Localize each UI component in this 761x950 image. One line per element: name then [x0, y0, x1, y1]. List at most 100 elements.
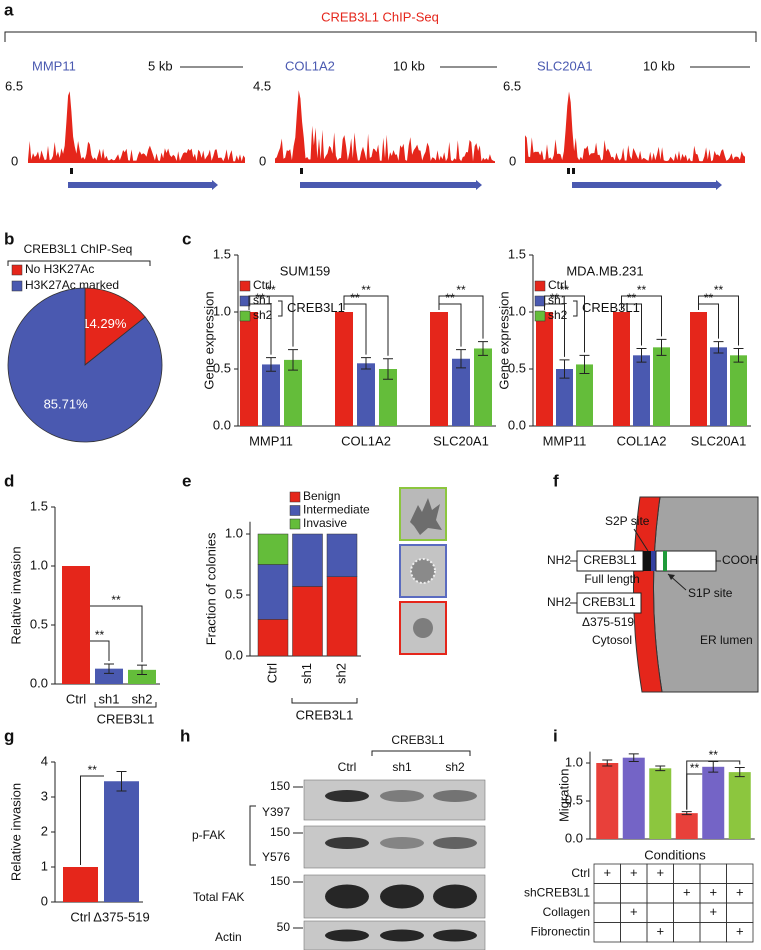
scale-label: 10 kb: [393, 58, 425, 73]
pie-slice: [7, 287, 163, 443]
blot-band: [433, 884, 477, 909]
legend-swatch: [11, 264, 23, 276]
y-tick-label: 1.0: [213, 303, 231, 318]
peak-mark: [572, 168, 575, 174]
peak-mark: [300, 168, 303, 174]
micrographs: [399, 487, 447, 655]
legend-label: Invasive: [303, 516, 347, 530]
bar: [556, 369, 573, 426]
pointer: [633, 528, 649, 552]
legend-swatch: [534, 310, 546, 322]
bar: [653, 347, 670, 426]
panel-label: c: [182, 229, 191, 248]
error-bar: [713, 341, 724, 354]
bar: [452, 358, 470, 426]
bar: [633, 355, 650, 426]
bar-segment: [257, 619, 289, 657]
membrane-diagram: S2P site NH2 CREB3L1 COOH Full length S1…: [547, 496, 759, 693]
bar: [63, 867, 98, 902]
legend-label: Intermediate: [303, 503, 370, 517]
error-bar: [383, 358, 393, 380]
mw-marker: 150: [270, 779, 290, 793]
blot-band: [325, 929, 369, 942]
table-cell: [726, 863, 754, 884]
significance-label: **: [714, 283, 724, 297]
signal-track: [28, 91, 245, 163]
x-tick-label: SLC20A1: [691, 433, 747, 448]
significance-bracket: [686, 760, 741, 810]
x-tick-label: SLC20A1: [433, 433, 489, 448]
legend-label: sh2: [253, 308, 273, 322]
label: S2P site: [605, 514, 650, 528]
bar: [335, 312, 353, 426]
y-tick-label: 0.5: [213, 360, 231, 375]
bar: [474, 348, 492, 426]
row-label: Fibronectin: [531, 924, 590, 938]
label: Δ375-519: [582, 615, 634, 629]
bar-segment: [257, 533, 289, 565]
bar: [379, 369, 397, 426]
legend-swatch: [11, 280, 23, 292]
track-max: 6.5: [5, 78, 23, 93]
bracket: [573, 300, 578, 317]
y-tick-label: 0.5: [225, 586, 243, 601]
y-axis-label: Relative invasion: [8, 783, 23, 881]
label: ER lumen: [700, 633, 753, 647]
bar: [613, 312, 630, 426]
significance-label: **: [690, 761, 700, 775]
significance-label: **: [456, 283, 466, 297]
error-bar: [104, 663, 114, 674]
legend-swatch: [534, 295, 546, 307]
bar: [710, 347, 727, 426]
y-tick-label: 2: [41, 823, 48, 838]
significance-label: **: [550, 291, 560, 305]
table-cell: [726, 902, 754, 923]
legend-label: No H3K27Ac: [25, 262, 94, 276]
colony: [410, 558, 436, 584]
scale-label: 5 kb: [148, 58, 173, 73]
y-tick-label: 0: [41, 893, 48, 908]
track-min: 0: [509, 153, 516, 168]
scale-label: 10 kb: [643, 58, 675, 73]
bar: [622, 757, 645, 839]
x-tick-label: sh1: [299, 663, 314, 684]
cell-mark: +: [630, 904, 638, 919]
x-tick-label: Δ375-519: [93, 909, 149, 924]
error-bar: [266, 357, 276, 372]
label: S1P site: [688, 586, 733, 600]
table-cell: [699, 863, 727, 884]
panel-label: d: [4, 471, 14, 490]
blot-label: Y576: [262, 850, 290, 864]
blot-band: [433, 837, 477, 849]
chipseq-title: CREB3L1 ChIP-Seq: [321, 9, 439, 24]
y-tick-label: 0.0: [30, 675, 48, 690]
cell-mark: +: [656, 865, 664, 880]
cell-mark: +: [603, 865, 611, 880]
chart-title: CREB3L1 ChIP-Seq: [24, 242, 133, 256]
x-tick-label: sh2: [333, 663, 348, 684]
pie-slice: [84, 287, 146, 366]
bar: [728, 772, 751, 839]
error-bar: [655, 765, 666, 772]
error-bar: [579, 354, 590, 375]
legend-label: Ctrl: [548, 278, 567, 292]
significance-label: **: [95, 628, 105, 642]
panel-label: b: [4, 229, 14, 248]
panel-label: a: [4, 0, 14, 19]
track-max: 4.5: [253, 78, 271, 93]
bar: [128, 669, 156, 684]
significance-bracket: [90, 640, 110, 661]
x-axis-label: Conditions: [644, 847, 706, 862]
significance-label: **: [88, 763, 98, 777]
y-tick-label: 1.0: [508, 303, 526, 318]
significance-label: **: [266, 283, 276, 297]
significance-bracket: [698, 295, 739, 346]
track-min: 0: [259, 153, 266, 168]
cleavage-site: [663, 551, 667, 571]
bar: [702, 766, 725, 839]
panel-label: f: [553, 471, 559, 490]
y-tick-label: 1.0: [225, 525, 243, 540]
row-label: Collagen: [543, 905, 590, 919]
significance-label: **: [445, 291, 455, 305]
